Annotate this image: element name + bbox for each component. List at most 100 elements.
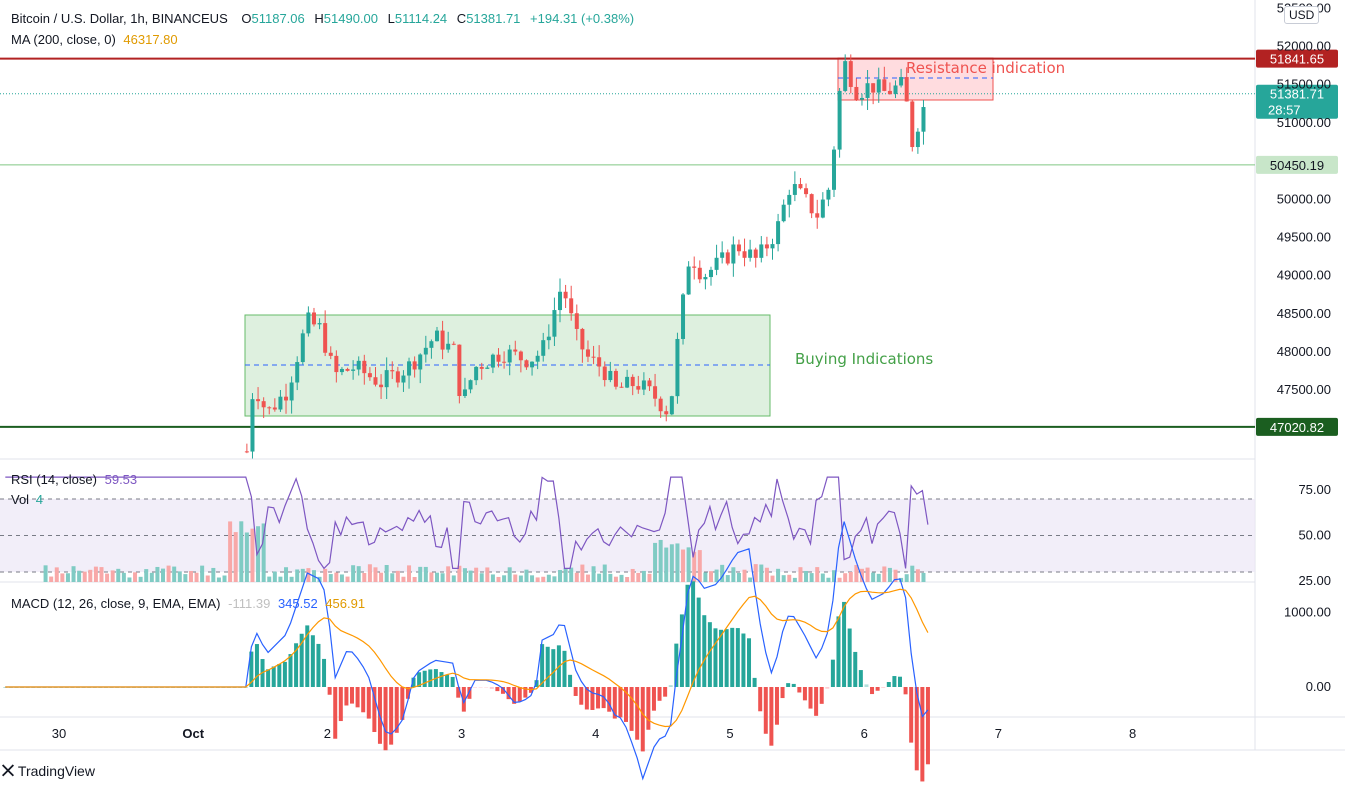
volume-bar — [401, 576, 406, 582]
volume-bar — [826, 577, 831, 582]
candle-body — [865, 83, 870, 98]
volume-bar — [820, 573, 825, 582]
volume-bar — [177, 571, 182, 582]
price-tick-label: 52000.00 — [1277, 38, 1331, 53]
candle-body — [479, 366, 484, 369]
candle-body — [653, 386, 658, 399]
candle-body — [580, 328, 585, 350]
ma-label: MA (200, close, 0) — [11, 32, 116, 47]
candle-body — [558, 291, 563, 311]
volume-bar — [815, 567, 820, 582]
macd-histogram-bar — [646, 687, 651, 730]
candle-body — [323, 323, 328, 353]
last-price-tag — [1256, 84, 1338, 119]
volume-bar — [502, 575, 507, 582]
macd-histogram-bar — [551, 649, 556, 687]
macd-histogram-bar — [288, 654, 293, 687]
macd-histogram-bar — [540, 644, 545, 687]
volume-bar — [183, 574, 188, 582]
macd-histogram-bar — [439, 672, 444, 687]
volume-bar — [636, 572, 641, 582]
candle-body — [345, 368, 350, 371]
candle-body — [597, 357, 602, 367]
candle-body — [887, 90, 892, 94]
level-price-tag — [1256, 155, 1338, 174]
symbol-legend[interactable]: Bitcoin / U.S. Dollar, 1h, BINANCEUS O51… — [11, 11, 634, 26]
volume-bar — [295, 569, 300, 582]
rsi-tick-label: 50.00 — [1298, 528, 1331, 543]
volume-bar — [859, 568, 864, 582]
change-value: +194.31 (+0.38%) — [530, 11, 635, 26]
volume-bar — [149, 572, 154, 582]
volume-bar — [200, 565, 205, 582]
volume-bar — [446, 566, 451, 582]
volume-bar — [781, 575, 786, 582]
volume-bar — [244, 532, 249, 582]
candle-body — [401, 375, 406, 383]
macd-histogram-bar — [791, 683, 796, 687]
candle-body — [518, 351, 523, 361]
volume-bar — [580, 564, 585, 582]
candle-body — [272, 407, 277, 410]
volume-bar — [284, 567, 289, 582]
candle-body — [770, 244, 775, 249]
volume-bar — [261, 523, 266, 582]
volume-bar — [619, 574, 624, 582]
macd-histogram-bar — [730, 627, 735, 687]
candle-body — [675, 338, 680, 397]
macd-histogram-bar — [310, 635, 315, 687]
candle-body — [407, 361, 412, 376]
candle-body — [367, 373, 372, 378]
candle-body — [714, 257, 719, 270]
rsi-value: 59.53 — [104, 472, 138, 487]
candle-body — [300, 333, 305, 363]
volume-bar — [764, 567, 769, 582]
histogram-value: 456.91 — [325, 596, 366, 611]
candle-body — [798, 184, 803, 189]
volume-bar — [653, 542, 658, 582]
macd-histogram-bar — [892, 676, 897, 687]
volume-bar — [306, 568, 311, 582]
candle-body — [468, 380, 473, 390]
volume-bar — [776, 568, 781, 582]
macd-histogram-bar — [305, 625, 310, 687]
volume-bar — [759, 564, 764, 582]
close-value: 51381.71 — [466, 11, 521, 26]
candle-body — [686, 266, 691, 295]
candle-body — [552, 310, 557, 337]
currency-button[interactable]: USD — [1284, 6, 1320, 24]
volume-bar — [121, 572, 126, 582]
volume-bar — [915, 569, 920, 582]
macd-histogram-bar — [322, 658, 327, 687]
volume-bar — [736, 572, 741, 582]
volume-bar — [82, 571, 87, 582]
macd-histogram-bar — [741, 633, 746, 687]
rsi-legend[interactable]: RSI (14, close) 59.53 — [11, 472, 137, 487]
macd-legend[interactable]: MACD (12, 26, close, 9, EMA, EMA) -111.3… — [11, 596, 365, 611]
volume-bar — [507, 567, 512, 582]
volume-bar — [809, 573, 814, 582]
volume-bar — [423, 566, 428, 582]
macd-histogram-bar — [668, 685, 673, 687]
volume-bar — [602, 564, 607, 582]
volume-bar — [513, 574, 518, 582]
candle-body — [876, 79, 881, 93]
volume-bar — [166, 565, 171, 582]
macd-histogram-bar — [802, 687, 807, 701]
tradingview-logo[interactable]: ⨉ TradingView — [2, 763, 95, 780]
ma-legend[interactable]: MA (200, close, 0) 46317.80 — [11, 32, 178, 47]
macd-histogram-bar — [579, 687, 584, 705]
volume-bar — [267, 576, 272, 582]
volume-bar — [742, 569, 747, 582]
candle-body — [854, 86, 859, 100]
volume-bar — [49, 576, 54, 582]
macd-histogram-bar — [299, 633, 304, 687]
volume-legend[interactable]: Vol 4 — [11, 492, 43, 507]
candle-body — [429, 341, 434, 348]
volume-bar — [837, 577, 842, 582]
macd-histogram-bar — [914, 687, 919, 771]
macd-histogram-bar — [254, 644, 259, 687]
high-value: 51490.00 — [323, 11, 379, 26]
volume-bar — [625, 577, 630, 582]
volume-bar — [228, 521, 233, 582]
